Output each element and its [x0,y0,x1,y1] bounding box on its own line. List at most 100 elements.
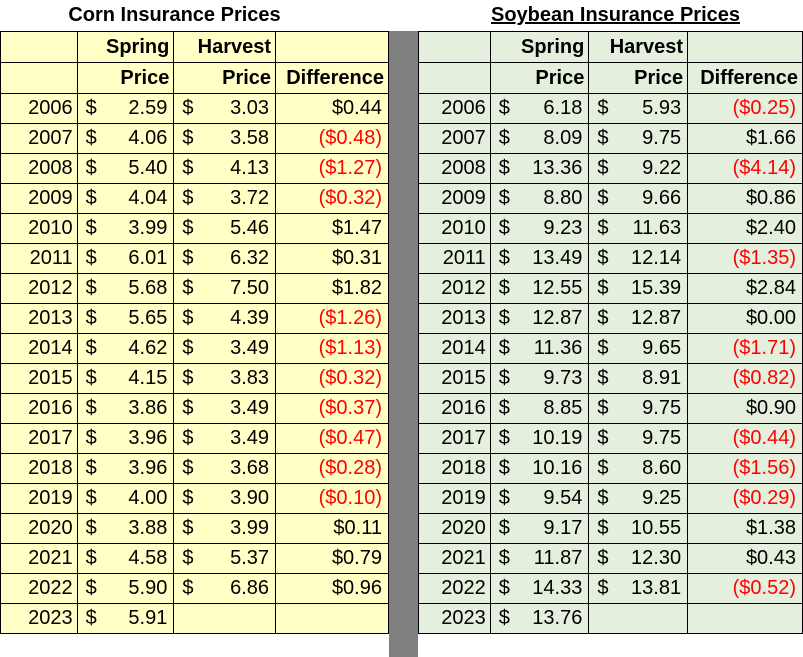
soybean-difference-cell[interactable]: $0.90 [687,393,803,424]
soybean-year-cell[interactable]: 2021 [418,543,491,574]
soybean-difference-header-blank[interactable] [687,31,803,63]
soybean-harvest-price-cell[interactable]: $12.30 [588,543,689,574]
soybean-harvest-price-cell[interactable]: $9.75 [588,123,689,154]
soybean-spring-price-cell[interactable]: $14.33 [489,573,590,604]
corn-year-cell[interactable]: 2017 [0,423,78,454]
soybean-harvest-price-cell[interactable]: $9.25 [588,483,689,514]
soybean-year-cell[interactable]: 2011 [418,243,491,274]
soybean-spring-price-cell[interactable]: $11.87 [489,543,590,574]
corn-year-cell[interactable]: 2012 [0,273,78,304]
corn-spring-price-cell[interactable]: $3.96 [76,423,175,454]
corn-spring-price-cell[interactable]: $5.91 [76,603,175,634]
soybean-spring-price-cell[interactable]: $13.49 [489,243,590,274]
corn-harvest-price-cell[interactable]: $3.99 [173,513,277,544]
corn-harvest-price-cell[interactable]: $5.46 [173,213,277,244]
soybean-harvest-price-cell[interactable]: $13.81 [588,573,689,604]
corn-harvest-price-cell[interactable]: $4.13 [173,153,277,184]
corn-spring-price-cell[interactable]: $3.99 [76,213,175,244]
corn-year-cell[interactable]: 2022 [0,573,78,604]
corn-difference-cell[interactable]: ($0.48) [275,123,389,154]
soybean-harvest-price-cell[interactable]: $12.87 [588,303,689,334]
soybean-harvest-price-cell[interactable] [588,603,689,634]
soybean-difference-header[interactable]: Difference [687,62,803,94]
corn-difference-cell[interactable]: $0.79 [275,543,389,574]
corn-difference-cell[interactable]: ($1.26) [275,303,389,334]
corn-year-cell[interactable]: 2008 [0,153,78,184]
soybean-year-cell[interactable]: 2019 [418,483,491,514]
corn-spring-price-cell[interactable]: $4.15 [76,363,175,394]
soybean-difference-cell[interactable]: ($1.71) [687,333,803,364]
soybean-year-cell[interactable]: 2016 [418,393,491,424]
soybean-year-header-cell[interactable] [418,31,491,63]
soybean-harvest-price-cell[interactable]: $12.14 [588,243,689,274]
soybean-difference-cell[interactable]: ($0.29) [687,483,803,514]
corn-year-header-cell-2[interactable] [0,62,78,94]
corn-difference-cell[interactable]: $0.11 [275,513,389,544]
corn-spring-price-cell[interactable]: $4.00 [76,483,175,514]
soybean-difference-cell[interactable]: $1.66 [687,123,803,154]
corn-spring-price-cell[interactable]: $4.06 [76,123,175,154]
corn-difference-cell[interactable]: ($0.32) [275,183,389,214]
soybean-spring-price-cell[interactable]: $11.36 [489,333,590,364]
corn-harvest-price-cell[interactable]: $6.32 [173,243,277,274]
corn-difference-cell[interactable]: ($0.37) [275,393,389,424]
corn-harvest-price-cell[interactable]: $7.50 [173,273,277,304]
soybean-spring-price-cell[interactable]: $9.17 [489,513,590,544]
soybean-difference-cell[interactable]: ($0.82) [687,363,803,394]
corn-spring-header-cell[interactable]: Spring [76,31,175,63]
soybean-spring-price-cell[interactable]: $10.16 [489,453,590,484]
soybean-harvest-price-cell[interactable]: $15.39 [588,273,689,304]
corn-difference-header-blank[interactable] [275,31,389,63]
corn-difference-cell[interactable]: $1.47 [275,213,389,244]
corn-spring-price-cell[interactable]: $4.62 [76,333,175,364]
corn-difference-cell[interactable]: ($0.47) [275,423,389,454]
corn-harvest-price-cell[interactable]: $3.72 [173,183,277,214]
corn-year-cell[interactable]: 2023 [0,603,78,634]
corn-difference-cell[interactable]: ($1.13) [275,333,389,364]
soybean-harvest-price-cell[interactable]: $10.55 [588,513,689,544]
soybean-difference-cell[interactable]: ($4.14) [687,153,803,184]
corn-difference-cell[interactable]: $0.96 [275,573,389,604]
soybean-difference-cell[interactable]: $2.40 [687,213,803,244]
soybean-spring-price-cell[interactable]: $8.09 [489,123,590,154]
corn-year-cell[interactable]: 2016 [0,393,78,424]
corn-year-cell[interactable]: 2010 [0,213,78,244]
soybean-harvest-price-cell[interactable]: $9.75 [588,423,689,454]
soybean-harvest-price-cell[interactable]: $9.65 [588,333,689,364]
soybean-year-cell[interactable]: 2008 [418,153,491,184]
corn-harvest-price-cell[interactable]: $3.68 [173,453,277,484]
corn-spring-price-cell[interactable]: $3.96 [76,453,175,484]
soybean-spring-price-header[interactable]: Price [489,62,590,94]
corn-harvest-price-cell[interactable]: $4.39 [173,303,277,334]
corn-harvest-price-cell[interactable] [173,603,277,634]
corn-spring-price-cell[interactable]: $6.01 [76,243,175,274]
corn-harvest-price-cell[interactable]: $3.49 [173,393,277,424]
soybean-difference-cell[interactable]: $0.86 [687,183,803,214]
corn-difference-cell[interactable]: $0.31 [275,243,389,274]
corn-year-cell[interactable]: 2006 [0,93,78,124]
soybean-spring-price-cell[interactable]: $9.54 [489,483,590,514]
corn-harvest-price-cell[interactable]: $3.83 [173,363,277,394]
soybean-harvest-price-cell[interactable]: $9.66 [588,183,689,214]
corn-spring-price-header[interactable]: Price [76,62,175,94]
soybean-spring-price-cell[interactable]: $10.19 [489,423,590,454]
soybean-harvest-price-cell[interactable]: $8.91 [588,363,689,394]
corn-year-header-cell[interactable] [0,31,78,63]
soybean-difference-cell[interactable]: ($0.25) [687,93,803,124]
soybean-year-cell[interactable]: 2017 [418,423,491,454]
soybean-harvest-price-header[interactable]: Price [588,62,689,94]
soybean-year-cell[interactable]: 2013 [418,303,491,334]
soybean-spring-price-cell[interactable]: $13.36 [489,153,590,184]
corn-spring-price-cell[interactable]: $5.68 [76,273,175,304]
soybean-year-header-cell-2[interactable] [418,62,491,94]
corn-year-cell[interactable]: 2015 [0,363,78,394]
corn-harvest-header-cell[interactable]: Harvest [173,31,277,63]
corn-harvest-price-cell[interactable]: $3.58 [173,123,277,154]
soybean-difference-cell[interactable]: ($1.35) [687,243,803,274]
corn-harvest-price-header[interactable]: Price [173,62,277,94]
corn-difference-header[interactable]: Difference [275,62,389,94]
corn-spring-price-cell[interactable]: $5.40 [76,153,175,184]
soybean-harvest-price-cell[interactable]: $8.60 [588,453,689,484]
soybean-spring-header-cell[interactable]: Spring [489,31,590,63]
corn-harvest-price-cell[interactable]: $3.03 [173,93,277,124]
